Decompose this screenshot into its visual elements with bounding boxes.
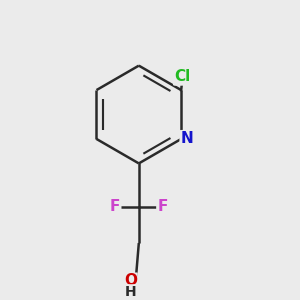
Text: N: N (181, 131, 194, 146)
Text: F: F (110, 199, 120, 214)
Text: O: O (124, 273, 137, 288)
Text: Cl: Cl (174, 69, 191, 84)
Text: F: F (158, 199, 168, 214)
Text: H: H (124, 285, 136, 299)
